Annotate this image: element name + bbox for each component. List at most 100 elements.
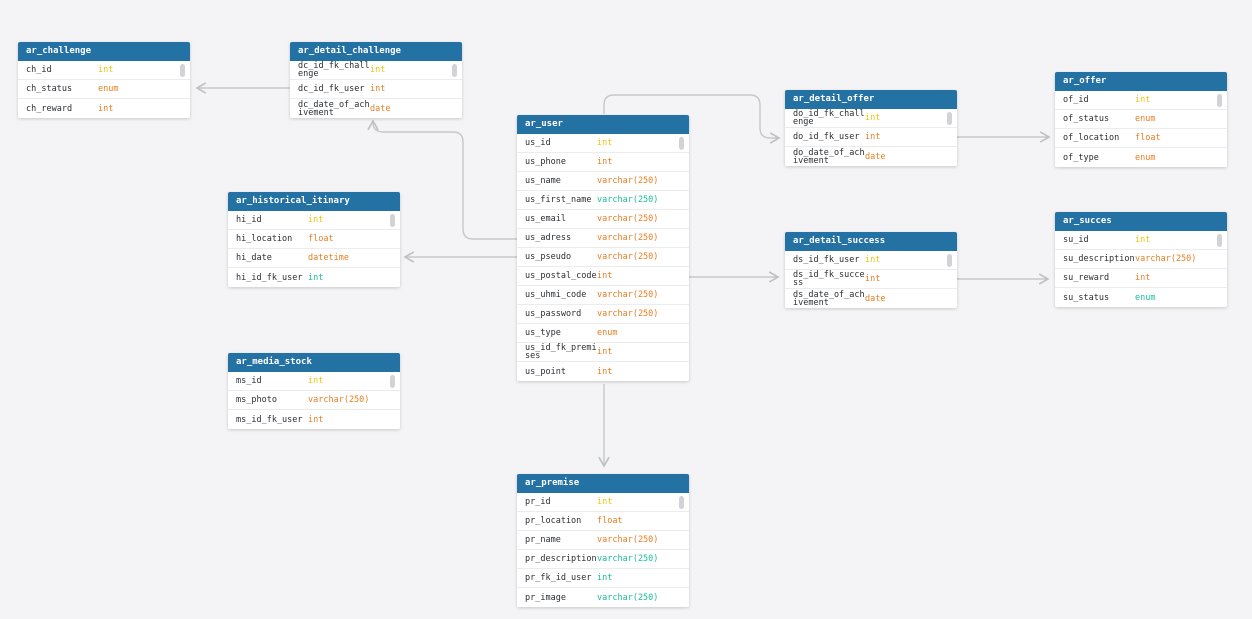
table-header-ar_challenge[interactable]: ar_challenge — [18, 42, 190, 61]
field-row-us_id_fk_premises[interactable]: us_id_fk_premises int — [517, 343, 689, 362]
field-row-pr_name[interactable]: pr_name varchar(250) — [517, 531, 689, 550]
field-row-of_location[interactable]: of_location float — [1055, 129, 1227, 148]
field-type: enum — [597, 328, 618, 338]
field-name: ms_id_fk_user — [236, 414, 303, 425]
field-row-dc_date_of_achivement[interactable]: dc_date_of_achivement date — [290, 99, 462, 118]
row-scroll-handle — [390, 214, 395, 227]
table-title: ar_media_stock — [236, 357, 312, 367]
table-ar_succes[interactable]: ar_succes su_id int su_description varchar(2… — [1055, 212, 1227, 307]
field-row-us_first_name[interactable]: us_first_name varchar(250) — [517, 191, 689, 210]
field-name: us_id — [525, 138, 551, 148]
field-row-of_id[interactable]: of_id int — [1055, 91, 1227, 110]
field-name: do_id_fk_challenge — [793, 109, 865, 127]
table-ar_user[interactable]: ar_user us_id int us_phone int us_name varchar… — [517, 115, 689, 381]
field-row-do_id_fk_challenge[interactable]: do_id_fk_challenge int — [785, 109, 957, 128]
field-name: us_phone — [525, 157, 566, 167]
field-row-hi_id[interactable]: hi_id int — [228, 211, 400, 230]
field-row-us_password[interactable]: us_password varchar(250) — [517, 305, 689, 324]
table-header-ar_detail_challenge[interactable]: ar_detail_challenge — [290, 42, 462, 61]
field-type: date — [370, 103, 391, 114]
field-row-hi_location[interactable]: hi_location float — [228, 230, 400, 249]
field-name: su_reward — [1063, 273, 1110, 283]
field-row-pr_id[interactable]: pr_id int — [517, 493, 689, 512]
field-name: us_point — [525, 366, 566, 377]
table-title: ar_premise — [525, 478, 580, 488]
field-row-pr_description[interactable]: pr_description varchar(250) — [517, 550, 689, 569]
field-row-su_description[interactable]: su_description varchar(250) — [1055, 250, 1227, 269]
field-row-of_status[interactable]: of_status enum — [1055, 110, 1227, 129]
field-type: int — [597, 271, 613, 281]
table-header-ar_premise[interactable]: ar_premise — [517, 474, 689, 493]
field-type: varchar(250) — [597, 535, 659, 545]
table-title: ar_challenge — [26, 46, 92, 56]
field-type: varchar(250) — [308, 395, 370, 405]
field-row-ch_reward[interactable]: ch_reward int — [18, 99, 190, 118]
field-row-hi_id_fk_user[interactable]: hi_id_fk_user int — [228, 268, 400, 287]
field-row-us_point[interactable]: us_point int — [517, 362, 689, 381]
field-type: varchar(250) — [597, 554, 659, 564]
field-row-do_date_of_achivement[interactable]: do_date_of_achivement date — [785, 147, 957, 166]
table-header-ar_offer[interactable]: ar_offer — [1055, 72, 1227, 91]
field-name: pr_description — [525, 554, 597, 564]
table-header-ar_succes[interactable]: ar_succes — [1055, 212, 1227, 231]
row-scroll-handle — [679, 496, 684, 509]
field-row-su_status[interactable]: su_status enum — [1055, 288, 1227, 307]
field-row-us_name[interactable]: us_name varchar(250) — [517, 172, 689, 191]
field-row-pr_location[interactable]: pr_location float — [517, 512, 689, 531]
field-type: date — [865, 293, 886, 304]
table-ar_detail_success[interactable]: ar_detail_success ds_id_fk_user int ds_id_f… — [785, 232, 957, 308]
field-row-ds_date_of_achivement[interactable]: ds_date_of_achivement date — [785, 289, 957, 308]
field-row-dc_id_fk_user[interactable]: dc_id_fk_user int — [290, 80, 462, 99]
table-ar_detail_challenge[interactable]: ar_detail_challenge dc_id_fk_challenge int… — [290, 42, 462, 118]
field-row-of_type[interactable]: of_type enum — [1055, 148, 1227, 167]
field-row-ds_id_fk_user[interactable]: ds_id_fk_user int — [785, 251, 957, 270]
table-ar_challenge[interactable]: ar_challenge ch_id int ch_status enum ch_rewa… — [18, 42, 190, 118]
table-header-ar_media_stock[interactable]: ar_media_stock — [228, 353, 400, 372]
table-ar_detail_offer[interactable]: ar_detail_offer do_id_fk_challenge int do_i… — [785, 90, 957, 166]
field-name: pr_location — [525, 516, 582, 526]
field-row-us_pseudo[interactable]: us_pseudo varchar(250) — [517, 248, 689, 267]
table-header-ar_detail_success[interactable]: ar_detail_success — [785, 232, 957, 251]
field-name: hi_date — [236, 253, 272, 263]
table-header-ar_historical_itinary[interactable]: ar_historical_itinary — [228, 192, 400, 211]
table-ar_media_stock[interactable]: ar_media_stock ms_id int ms_photo varchar(25… — [228, 353, 400, 429]
field-row-hi_date[interactable]: hi_date datetime — [228, 249, 400, 268]
field-row-ch_status[interactable]: ch_status enum — [18, 80, 190, 99]
field-row-us_email[interactable]: us_email varchar(250) — [517, 210, 689, 229]
table-ar_offer[interactable]: ar_offer of_id int of_status enum of_location… — [1055, 72, 1227, 167]
field-row-us_id[interactable]: us_id int — [517, 134, 689, 153]
field-row-ms_id_fk_user[interactable]: ms_id_fk_user int — [228, 410, 400, 429]
field-row-ds_id_fk_success[interactable]: ds_id_fk_success int — [785, 270, 957, 289]
field-row-dc_id_fk_challenge[interactable]: dc_id_fk_challenge int — [290, 61, 462, 80]
field-name: ds_id_fk_user — [793, 255, 860, 265]
table-ar_premise[interactable]: ar_premise pr_id int pr_location float pr_nam… — [517, 474, 689, 607]
field-name: pr_name — [525, 535, 561, 545]
row-scroll-handle — [390, 375, 395, 388]
field-type: varchar(250) — [597, 290, 659, 300]
table-header-ar_detail_offer[interactable]: ar_detail_offer — [785, 90, 957, 109]
field-name: ch_id — [26, 65, 52, 75]
field-row-us_postal_code[interactable]: us_postal_code int — [517, 267, 689, 286]
field-row-pr_fk_id_user[interactable]: pr_fk_id_user int — [517, 569, 689, 588]
field-row-pr_image[interactable]: pr_image varchar(250) — [517, 588, 689, 607]
field-row-do_id_fk_user[interactable]: do_id_fk_user int — [785, 128, 957, 147]
field-type: int — [597, 138, 613, 148]
field-type: varchar(250) — [597, 252, 659, 262]
field-row-us_phone[interactable]: us_phone int — [517, 153, 689, 172]
field-row-ch_id[interactable]: ch_id int — [18, 61, 190, 80]
field-row-ms_photo[interactable]: ms_photo varchar(250) — [228, 391, 400, 410]
field-row-us_type[interactable]: us_type enum — [517, 324, 689, 343]
field-row-su_reward[interactable]: su_reward int — [1055, 269, 1227, 288]
field-row-us_adress[interactable]: us_adress varchar(250) — [517, 229, 689, 248]
field-name: dc_id_fk_user — [298, 84, 365, 94]
table-header-ar_user[interactable]: ar_user — [517, 115, 689, 134]
field-row-ms_id[interactable]: ms_id int — [228, 372, 400, 391]
table-title: ar_detail_offer — [793, 94, 875, 104]
table-ar_historical_itinary[interactable]: ar_historical_itinary hi_id int hi_location… — [228, 192, 400, 287]
field-name: us_email — [525, 214, 566, 224]
field-row-su_id[interactable]: su_id int — [1055, 231, 1227, 250]
field-type: float — [597, 516, 623, 526]
field-row-us_uhmi_code[interactable]: us_uhmi_code varchar(250) — [517, 286, 689, 305]
field-name: hi_id — [236, 215, 262, 225]
